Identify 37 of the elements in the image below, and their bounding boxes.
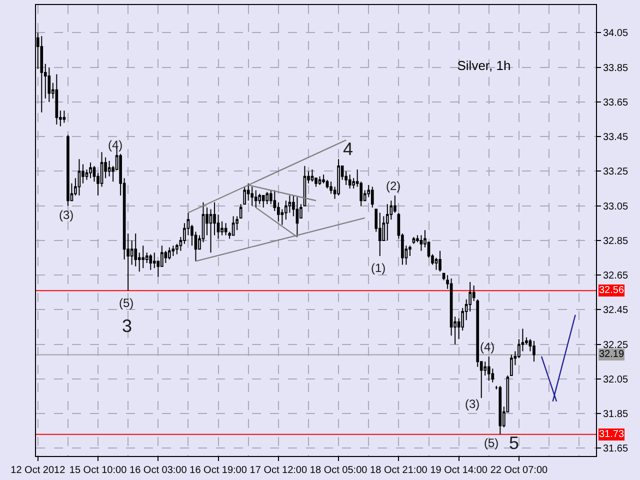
annotation: (1)	[371, 261, 386, 275]
y-tick-label: 32.25	[603, 340, 628, 351]
ref-line-label: 32.19	[599, 349, 624, 360]
x-tick-label: 17 Oct 12:00	[250, 465, 308, 476]
y-tick-label: 33.65	[603, 97, 628, 108]
y-tick-label: 33.85	[603, 62, 628, 74]
x-tick-label: 19 Oct 14:00	[430, 465, 488, 476]
annotation: (2)	[386, 179, 401, 193]
x-tick-label: 18 Oct 05:00	[310, 465, 368, 476]
y-tick-label: 32.05	[603, 374, 628, 386]
y-tick-label: 32.65	[603, 270, 628, 282]
y-tick-label: 33.05	[603, 201, 628, 212]
y-tick-label: 33.45	[603, 132, 628, 144]
y-tick-label: 32.85	[603, 236, 628, 247]
x-tick-label: 22 Oct 07:00	[490, 465, 548, 476]
ref-line-label: 31.73	[599, 429, 624, 440]
annotation: 3	[122, 316, 132, 336]
annotation: 4	[343, 139, 354, 159]
text: Silver, 1h	[457, 58, 511, 73]
x-tick-label: 18 Oct 21:00	[370, 465, 428, 476]
ref-line-label: 32.56	[599, 285, 624, 296]
y-tick-label: 31.65	[603, 444, 628, 455]
y-tick-label: 33.25	[603, 166, 628, 178]
y-tick-label: 34.05	[603, 28, 628, 40]
annotation: (5)	[484, 436, 499, 450]
x-tick-label: 16 Oct 03:00	[130, 465, 188, 476]
x-tick-label: 12 Oct 2012	[10, 465, 66, 476]
x-tick-label: 15 Oct 10:00	[69, 465, 128, 476]
annotation: 5	[509, 433, 520, 453]
annotation: (3)	[59, 208, 74, 222]
y-tick-label: 32.45	[603, 305, 628, 316]
x-tick-label: 16 Oct 19:00	[190, 465, 248, 476]
y-tick-label: 31.85	[603, 409, 628, 420]
annotation: (4)	[108, 138, 123, 152]
annotation: (3)	[465, 397, 480, 411]
annotation: (5)	[119, 296, 134, 310]
annotation: (4)	[480, 340, 495, 354]
